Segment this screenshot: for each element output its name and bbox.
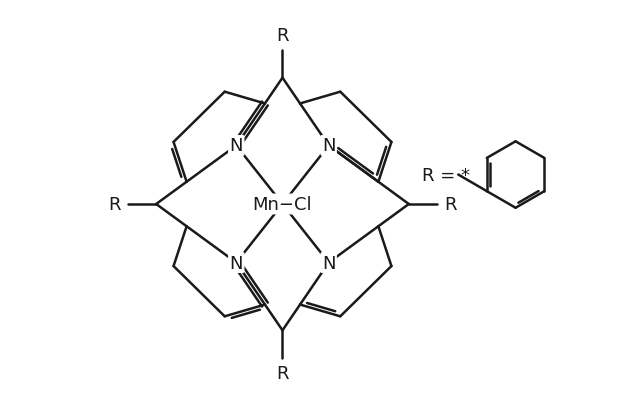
Text: N: N	[230, 254, 243, 272]
Text: Mn−Cl: Mn−Cl	[253, 196, 312, 213]
Text: R: R	[276, 364, 289, 382]
Text: N: N	[230, 137, 243, 155]
Text: R: R	[276, 27, 289, 45]
Text: R = *: R = *	[422, 166, 470, 184]
Text: R: R	[108, 196, 120, 213]
Text: N: N	[322, 254, 335, 272]
Text: N: N	[322, 137, 335, 155]
Text: R: R	[445, 196, 457, 213]
